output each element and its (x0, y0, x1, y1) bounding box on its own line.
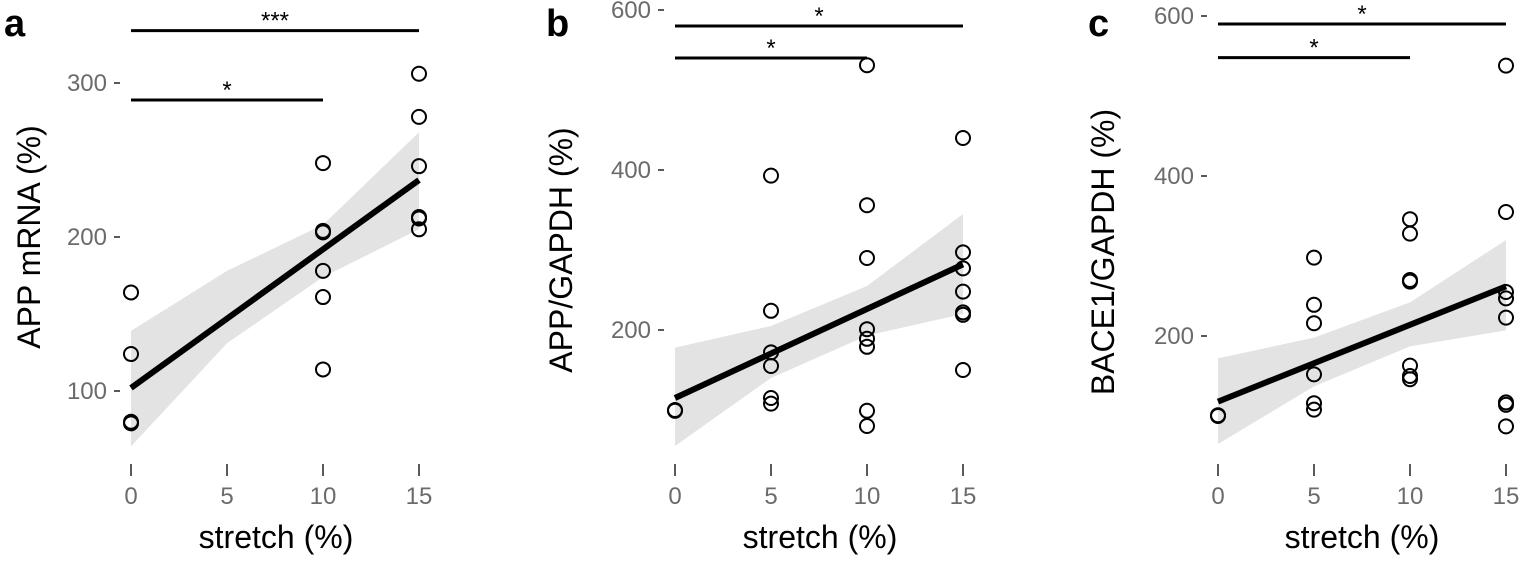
data-point (667, 402, 683, 419)
confidence-band (131, 132, 419, 447)
y-tick-label: 200 (611, 317, 651, 344)
y-tick-label: 100 (67, 378, 107, 405)
data-point (1306, 366, 1322, 383)
data-point (1306, 315, 1322, 332)
data-point (1498, 418, 1514, 435)
panel-b: b APP/GAPDH (%) stretch (%) 200 400 600 0 5 1… (543, 0, 976, 555)
data-point (955, 130, 971, 146)
data-point (955, 244, 971, 261)
data-point (1210, 408, 1226, 424)
data-point (1402, 211, 1418, 228)
data-point (763, 358, 779, 374)
data-point (411, 65, 427, 82)
data-point (1402, 371, 1418, 388)
plot-area: 200 400 600 0 5 10 15 * * (1154, 1, 1519, 510)
data-point (315, 155, 331, 172)
x-tick-label: 0 (1211, 483, 1224, 510)
significance-label: * (1309, 35, 1318, 62)
significance-label: * (1357, 1, 1366, 28)
x-tick-label: 5 (220, 483, 233, 510)
data-point (1306, 249, 1322, 266)
y-tick-label: 300 (67, 70, 107, 97)
data-point (1306, 296, 1322, 313)
data-point (1498, 204, 1514, 220)
data-point (1306, 401, 1322, 418)
x-tick-label: 5 (1307, 483, 1320, 510)
regression-line (129, 177, 421, 391)
significance-label: * (766, 35, 775, 62)
plot-area: 200 400 600 0 5 10 15 * * (611, 0, 976, 510)
y-tick-label: 600 (611, 0, 651, 24)
x-tick-label: 0 (124, 483, 137, 510)
regression-line (673, 261, 965, 401)
data-point (955, 283, 971, 300)
regression-line (1216, 283, 1508, 405)
data-point (763, 390, 779, 406)
x-axis-title: stretch (%) (743, 519, 898, 555)
data-point (859, 321, 875, 338)
data-point (1306, 395, 1322, 412)
data-point (411, 221, 427, 238)
x-tick-label: 15 (406, 483, 433, 510)
x-tick-label: 10 (310, 483, 337, 510)
data-point (859, 197, 875, 214)
x-axis-title: stretch (%) (1285, 519, 1440, 555)
x-tick-label: 0 (668, 483, 681, 510)
data-point (1402, 225, 1418, 242)
data-point (763, 167, 779, 184)
x-tick-label: 15 (950, 483, 977, 510)
panel-a: a APP mRNA (%) stretch (%) 100 200 300 0 5 10… (4, 3, 432, 555)
panel-label: b (546, 3, 569, 45)
data-point (955, 306, 971, 323)
data-point (315, 289, 331, 306)
y-tick-label: 200 (67, 224, 107, 251)
panel-label: c (1088, 3, 1109, 45)
data-point (123, 346, 139, 363)
x-tick-label: 10 (854, 483, 881, 510)
x-tick-label: 15 (1493, 483, 1520, 510)
data-point (763, 302, 779, 319)
data-point (411, 210, 427, 227)
data-point (859, 250, 875, 266)
data-point (1498, 309, 1514, 326)
data-point (123, 415, 139, 432)
data-point (1402, 273, 1418, 290)
data-point (1498, 396, 1514, 413)
y-tick-label: 600 (1154, 3, 1194, 30)
data-point (1498, 290, 1514, 307)
significance-label: * (222, 77, 231, 104)
data-point (1402, 368, 1418, 384)
data-point (859, 418, 875, 434)
data-point (859, 402, 875, 419)
data-point (859, 330, 875, 347)
panel-label: a (4, 3, 26, 45)
significance-label: *** (261, 8, 289, 35)
y-axis-title: APP mRNA (%) (11, 125, 47, 348)
data-point (411, 108, 427, 125)
data-point (763, 395, 779, 412)
y-tick-label: 400 (611, 157, 651, 184)
data-point (315, 262, 331, 279)
x-tick-label: 5 (764, 483, 777, 510)
y-tick-label: 200 (1154, 323, 1194, 350)
data-point (859, 338, 875, 355)
y-axis-title: BACE1/GAPDH (%) (1085, 109, 1121, 395)
data-point (859, 57, 875, 74)
data-point (1498, 284, 1514, 300)
data-point (123, 284, 139, 301)
significance-label: * (814, 3, 823, 30)
data-point (955, 260, 971, 277)
y-axis-title: APP/GAPDH (%) (543, 127, 579, 372)
x-axis-title: stretch (%) (199, 519, 354, 555)
data-point (1498, 57, 1514, 74)
y-tick-label: 400 (1154, 163, 1194, 190)
data-point (315, 361, 331, 378)
x-tick-label: 10 (1397, 483, 1424, 510)
data-point (955, 362, 971, 378)
panel-c: c BACE1/GAPDH (%) stretch (%) 200 400 600 0… (1085, 1, 1519, 555)
data-point (315, 224, 331, 241)
data-point (411, 158, 427, 175)
